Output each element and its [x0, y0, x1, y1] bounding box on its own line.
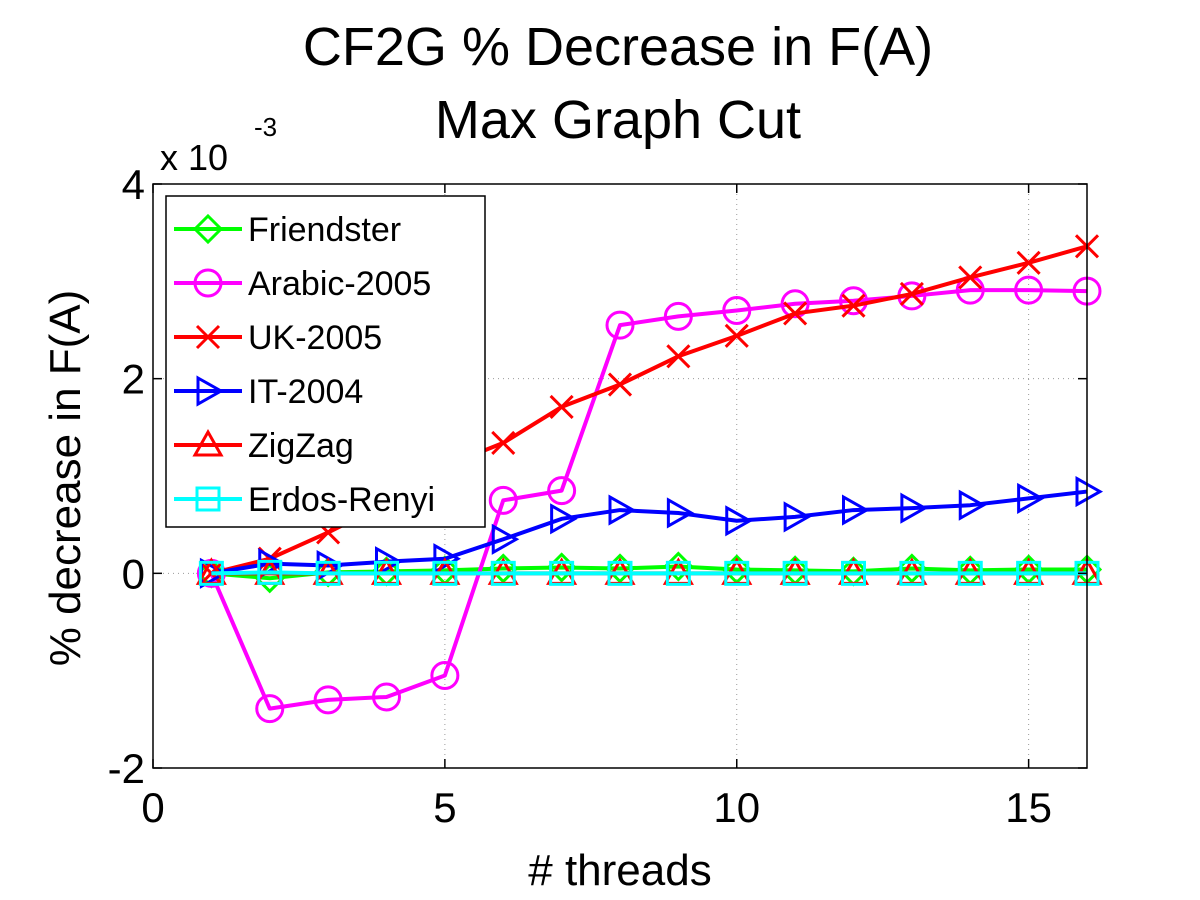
legend-entry: UK-2005	[174, 319, 382, 357]
chart-title: CF2G % Decrease in F(A) Max Graph Cut	[303, 17, 933, 150]
data-point	[372, 682, 401, 712]
series-layer	[195, 234, 1104, 724]
data-point	[1016, 560, 1042, 586]
legend-marker	[192, 428, 224, 457]
data-point	[607, 372, 633, 397]
y-tick-label: -2	[108, 745, 145, 792]
x-tick-label: 5	[433, 784, 456, 831]
data-point	[1017, 482, 1045, 514]
data-point	[491, 523, 520, 555]
legend-entry: ZigZag	[174, 427, 354, 465]
legend-marker	[195, 324, 221, 350]
legend-label: UK-2005	[248, 319, 382, 357]
legend: Friendster Arabic-2005 UK-2005 IT-2004 ZigZa…	[165, 195, 486, 528]
data-point	[374, 560, 399, 586]
legend-label: Erdos-Renyi	[248, 481, 435, 519]
legend-marker	[192, 213, 224, 245]
data-point	[315, 560, 341, 586]
data-point	[490, 560, 516, 586]
series-line	[211, 489, 1088, 576]
data-point	[549, 394, 574, 419]
data-point	[432, 560, 458, 586]
x-tick-label: 0	[141, 784, 164, 831]
legend-entry: IT-2004	[174, 373, 363, 411]
data-point	[722, 296, 752, 326]
data-point	[255, 694, 285, 724]
data-point	[550, 503, 578, 535]
chart-title-line-2: Max Graph Cut	[435, 90, 801, 150]
data-point	[608, 494, 637, 526]
legend-label: Arabic-2005	[248, 265, 431, 303]
y-multiplier-label: x 10	[160, 137, 228, 178]
data-point	[724, 560, 750, 586]
data-point	[604, 553, 636, 584]
series-arabic-2005	[196, 275, 1102, 724]
data-point	[491, 430, 516, 455]
data-point	[900, 492, 928, 524]
data-point	[663, 301, 693, 331]
data-point	[488, 553, 519, 584]
data-point	[198, 560, 224, 586]
chart-title-line-1: CF2G % Decrease in F(A)	[303, 17, 933, 77]
data-point	[665, 560, 691, 586]
y-axis-label: % decrease in F(A)	[41, 290, 90, 667]
legend-entry: Friendster	[174, 211, 401, 249]
data-point	[313, 685, 343, 715]
plot-frame	[152, 183, 1088, 769]
data-point	[899, 281, 924, 307]
data-point	[666, 344, 691, 369]
data-point	[957, 560, 983, 586]
data-point	[896, 553, 927, 584]
legend-entry: Erdos-Renyi	[174, 481, 435, 519]
data-point	[725, 505, 753, 537]
data-point	[605, 310, 635, 340]
data-point	[842, 494, 870, 526]
legend-marker	[193, 268, 223, 298]
y-tick-label: 2	[122, 356, 145, 403]
legend-box	[165, 195, 486, 528]
legend-marker	[195, 486, 221, 512]
data-point	[666, 497, 695, 529]
data-point	[783, 501, 812, 533]
x-tick-label: 10	[713, 784, 760, 831]
y-axis-multiplier: x 10 -3	[160, 112, 277, 178]
data-point	[724, 323, 749, 348]
data-point	[1075, 476, 1104, 508]
legend-marker	[196, 375, 225, 407]
legend-label: ZigZag	[248, 427, 354, 465]
data-point	[1014, 275, 1044, 305]
x-axis-label: # threads	[528, 846, 711, 895]
data-point	[257, 559, 283, 585]
y-multiplier-exponent: -3	[254, 112, 277, 142]
data-point	[958, 265, 983, 290]
data-point	[780, 289, 810, 319]
y-tick-label: 4	[122, 161, 145, 208]
data-point	[430, 661, 460, 691]
legend-label: Friendster	[248, 211, 401, 249]
x-tick-label: 15	[1005, 784, 1052, 831]
series-line	[209, 288, 1088, 711]
data-point	[958, 489, 987, 521]
legend-label: IT-2004	[248, 373, 363, 411]
data-point	[841, 293, 866, 318]
series-line	[211, 570, 1087, 576]
data-point	[488, 485, 518, 515]
data-point	[547, 476, 577, 506]
data-point	[839, 286, 868, 316]
data-point	[607, 560, 633, 586]
y-tick-label: 0	[122, 550, 145, 597]
data-point	[549, 560, 575, 586]
data-point	[782, 560, 808, 586]
data-point	[783, 301, 808, 326]
data-point	[841, 560, 866, 586]
data-point	[899, 560, 925, 586]
legend-entry: Arabic-2005	[174, 265, 431, 303]
data-point	[1016, 250, 1041, 275]
